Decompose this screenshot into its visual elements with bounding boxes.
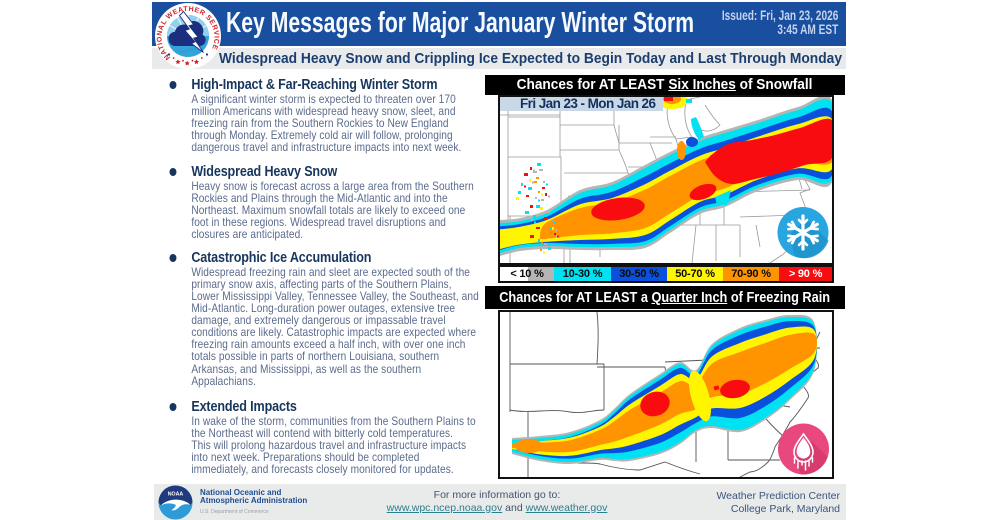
svg-text:NOAA: NOAA [168,492,184,498]
svg-text:Fri Jan 23 - Mon Jan 26: Fri Jan 23 - Mon Jan 26 [520,96,656,111]
